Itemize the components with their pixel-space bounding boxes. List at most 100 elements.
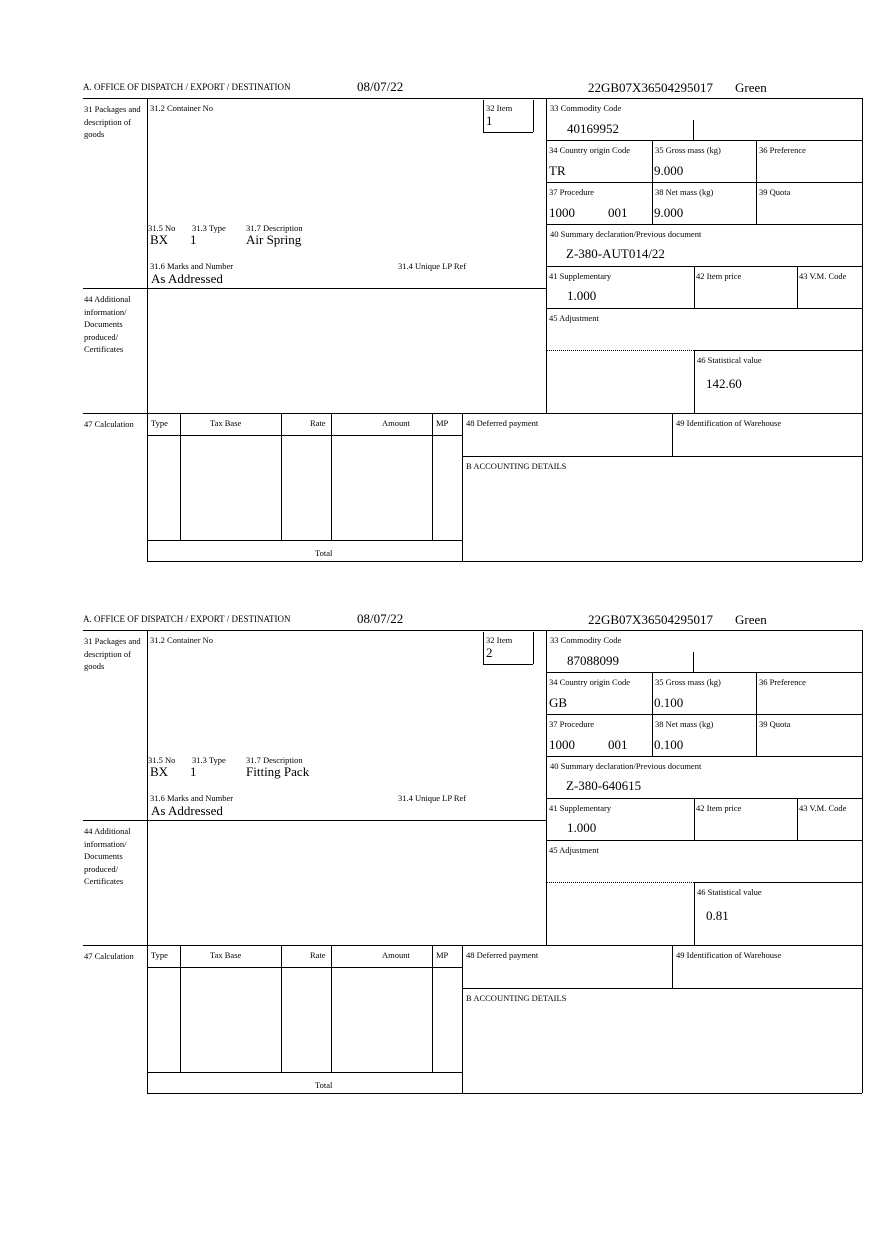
packages-label: 31 Packages and description of goods bbox=[84, 104, 141, 139]
gross-mass: 0.100 bbox=[654, 695, 684, 710]
rule bbox=[331, 945, 332, 1072]
route-status: Green bbox=[735, 80, 767, 95]
rule bbox=[694, 798, 695, 840]
rule bbox=[546, 840, 862, 841]
goods-description: Fitting Pack bbox=[246, 764, 310, 779]
rule bbox=[546, 882, 547, 945]
item-number: 2 bbox=[486, 645, 493, 660]
rule bbox=[83, 98, 147, 99]
rule bbox=[147, 967, 462, 968]
calc-tax-base-header: Tax Base bbox=[210, 950, 242, 960]
rule bbox=[483, 132, 533, 133]
declaration-reference: 22GB07X36504295017 bbox=[588, 80, 713, 95]
additional-info-label: 44 Additional information/ Documents pro… bbox=[84, 826, 131, 886]
commodity-code: 40169952 bbox=[567, 121, 619, 136]
rule bbox=[546, 756, 862, 757]
rule bbox=[83, 413, 862, 414]
rule bbox=[147, 540, 462, 541]
commodity-label: 33 Commodity Code bbox=[550, 103, 622, 113]
rule bbox=[432, 945, 433, 1072]
unique-ref-label: 31.4 Unique LP Ref bbox=[398, 261, 467, 271]
statistical-value: 142.60 bbox=[706, 376, 742, 391]
preference-label: 36 Preference bbox=[759, 677, 806, 687]
rule bbox=[147, 630, 862, 631]
rule bbox=[462, 988, 862, 989]
procedure-additional-code: 001 bbox=[608, 205, 628, 220]
rule bbox=[672, 945, 673, 988]
rule bbox=[147, 630, 148, 1093]
supplementary-label: 41 Supplementary bbox=[549, 803, 612, 813]
rule bbox=[546, 182, 862, 183]
rule bbox=[462, 945, 463, 1093]
goods-description: Air Spring bbox=[246, 232, 302, 247]
summary-document: Z-380-AUT014/22 bbox=[566, 246, 665, 261]
procedure-label: 37 Procedure bbox=[549, 719, 595, 729]
gross-mass-label: 35 Gross mass (kg) bbox=[655, 677, 721, 687]
rule bbox=[546, 266, 862, 267]
declaration-date: 08/07/22 bbox=[357, 611, 404, 626]
summary-label: 40 Summary declaration/Previous document bbox=[550, 229, 702, 239]
net-mass: 9.000 bbox=[654, 205, 684, 220]
package-type-label: 31.3 Type bbox=[192, 223, 226, 233]
rule bbox=[180, 945, 181, 1072]
procedure-code: 1000 bbox=[549, 737, 575, 752]
package-kind: BX bbox=[150, 764, 169, 779]
rule bbox=[546, 350, 694, 351]
rule bbox=[546, 98, 547, 413]
calc-total-label: Total bbox=[315, 548, 333, 558]
rule bbox=[546, 350, 547, 413]
rule bbox=[546, 798, 862, 799]
accounting-details-label: B ACCOUNTING DETAILS bbox=[466, 461, 567, 471]
route-status: Green bbox=[735, 612, 767, 627]
statistical-value-label: 46 Statistical value bbox=[697, 355, 762, 365]
rule bbox=[533, 632, 534, 664]
calc-tax-base-header: Tax Base bbox=[210, 418, 242, 428]
calc-type-header: Type bbox=[151, 418, 168, 428]
procedure-code: 1000 bbox=[549, 205, 575, 220]
net-mass-label: 38 Net mass (kg) bbox=[655, 719, 714, 729]
calc-amount-header: Amount bbox=[382, 418, 410, 428]
deferred-payment-label: 48 Deferred payment bbox=[466, 418, 539, 428]
rule bbox=[432, 413, 433, 540]
quota-label: 39 Quota bbox=[759, 719, 791, 729]
rule bbox=[693, 120, 694, 140]
description-label: 31.7 Description bbox=[246, 223, 303, 233]
rule bbox=[546, 882, 694, 883]
rule bbox=[147, 1093, 862, 1094]
quota-label: 39 Quota bbox=[759, 187, 791, 197]
marks-label: 31.6 Marks and Number bbox=[150, 793, 234, 803]
rule bbox=[546, 140, 862, 141]
package-type-label: 31.3 Type bbox=[192, 755, 226, 765]
rule bbox=[694, 266, 695, 308]
country-label: 34 Country origin Code bbox=[549, 677, 630, 687]
accounting-details-label: B ACCOUNTING DETAILS bbox=[466, 993, 567, 1003]
calculation-label: 47 Calculation bbox=[84, 951, 134, 961]
country-code: TR bbox=[549, 163, 566, 178]
package-kind: BX bbox=[150, 232, 169, 247]
office-heading: A. OFFICE OF DISPATCH / EXPORT / DESTINA… bbox=[83, 614, 291, 624]
description-label: 31.7 Description bbox=[246, 755, 303, 765]
supplementary-units: 1.000 bbox=[567, 820, 597, 835]
goods-item-section: A. OFFICE OF DISPATCH / EXPORT / DESTINA… bbox=[0, 0, 882, 562]
rule bbox=[672, 413, 673, 456]
rule bbox=[147, 1072, 462, 1073]
packages-label: 31 Packages and description of goods bbox=[84, 636, 141, 671]
container-label: 31.2 Container No bbox=[150, 635, 214, 645]
procedure-additional-code: 001 bbox=[608, 737, 628, 752]
commodity-code: 87088099 bbox=[567, 653, 619, 668]
calc-rate-header: Rate bbox=[310, 950, 326, 960]
country-code: GB bbox=[549, 695, 568, 710]
rule bbox=[797, 266, 798, 308]
rule bbox=[694, 350, 695, 413]
declaration-date: 08/07/22 bbox=[357, 79, 404, 94]
net-mass: 0.100 bbox=[654, 737, 684, 752]
item-price-label: 42 Item price bbox=[696, 803, 742, 813]
item-label: 32 Item bbox=[486, 635, 513, 645]
calc-mp-header: MP bbox=[436, 950, 449, 960]
rule bbox=[546, 714, 862, 715]
rule bbox=[546, 224, 862, 225]
calc-mp-header: MP bbox=[436, 418, 449, 428]
additional-info-label: 44 Additional information/ Documents pro… bbox=[84, 294, 131, 354]
warehouse-label: 49 Identification of Warehouse bbox=[676, 418, 782, 428]
